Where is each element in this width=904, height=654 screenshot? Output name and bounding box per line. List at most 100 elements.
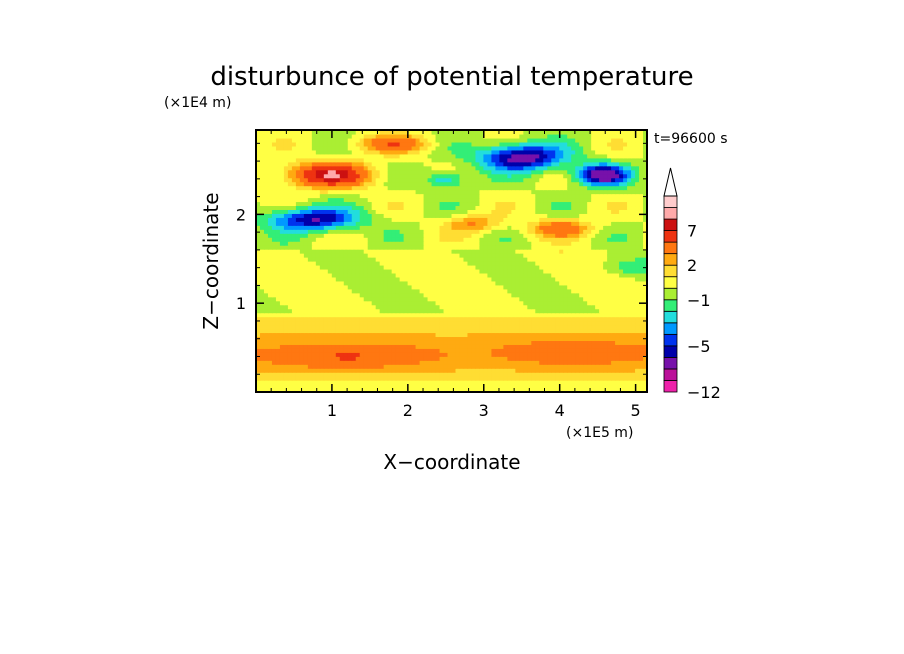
field-cell bbox=[411, 241, 417, 246]
field-cell bbox=[279, 261, 285, 266]
field-cell bbox=[459, 328, 465, 334]
field-cell bbox=[367, 356, 373, 361]
field-cell bbox=[579, 368, 584, 373]
field-cell bbox=[539, 384, 544, 389]
field-cell bbox=[315, 272, 321, 278]
field-cell bbox=[447, 288, 453, 294]
field-cell bbox=[307, 292, 313, 298]
field-cell bbox=[459, 324, 465, 330]
field-cell bbox=[387, 189, 393, 195]
field-cell bbox=[447, 332, 453, 338]
field-cell bbox=[303, 348, 309, 353]
field-cell bbox=[427, 193, 433, 199]
field-cell bbox=[355, 344, 361, 349]
field-cell bbox=[487, 356, 492, 361]
field-cell bbox=[639, 280, 644, 286]
field-cell bbox=[567, 296, 572, 302]
field-cell bbox=[587, 296, 592, 302]
field-cell bbox=[491, 332, 496, 338]
field-cell bbox=[587, 384, 592, 389]
field-cell bbox=[419, 257, 425, 262]
field-cell bbox=[575, 356, 580, 361]
field-cell bbox=[491, 292, 496, 298]
field-cell bbox=[563, 229, 568, 234]
field-cell bbox=[431, 384, 437, 389]
field-cell bbox=[491, 372, 496, 377]
field-cell bbox=[599, 189, 604, 195]
field-cell bbox=[319, 229, 325, 234]
field-cell bbox=[463, 272, 469, 278]
field-cell bbox=[535, 225, 540, 230]
field-cell bbox=[399, 288, 405, 294]
field-cell bbox=[355, 257, 361, 262]
field-cell bbox=[547, 201, 552, 207]
field-cell bbox=[335, 300, 341, 306]
field-cell bbox=[519, 356, 524, 361]
field-cell bbox=[403, 189, 409, 195]
field-cell bbox=[347, 296, 353, 302]
field-cell bbox=[519, 332, 524, 338]
field-cell bbox=[623, 264, 628, 270]
field-cell bbox=[291, 296, 297, 302]
field-cell bbox=[639, 380, 644, 385]
field-cell bbox=[599, 241, 604, 246]
field-cell bbox=[359, 308, 365, 314]
field-cell bbox=[587, 193, 592, 199]
field-cell bbox=[463, 344, 469, 349]
field-cell bbox=[287, 384, 293, 389]
field-cell bbox=[627, 352, 632, 357]
field-cell bbox=[487, 249, 492, 254]
field-cell bbox=[515, 221, 520, 226]
field-cell bbox=[403, 221, 409, 226]
field-cell bbox=[559, 280, 564, 286]
field-cell bbox=[535, 388, 540, 393]
field-cell bbox=[511, 197, 516, 203]
field-cell bbox=[256, 193, 261, 199]
field-cell bbox=[479, 340, 485, 345]
field-cell bbox=[351, 348, 357, 353]
field-cell bbox=[423, 332, 429, 338]
field-cell bbox=[571, 324, 576, 330]
field-cell bbox=[503, 352, 508, 357]
field-cell bbox=[327, 261, 333, 266]
field-cell bbox=[307, 268, 313, 274]
field-cell bbox=[443, 316, 449, 322]
field-cell bbox=[347, 233, 353, 238]
field-cell bbox=[607, 253, 612, 258]
field-cell bbox=[503, 304, 508, 310]
field-cell bbox=[503, 237, 508, 242]
field-cell bbox=[523, 272, 528, 278]
field-cell bbox=[447, 308, 453, 314]
field-cell bbox=[383, 356, 389, 361]
field-cell bbox=[371, 249, 377, 254]
field-cell bbox=[507, 368, 512, 373]
field-cell bbox=[583, 328, 588, 334]
field-cell bbox=[603, 368, 608, 373]
field-cell bbox=[439, 368, 445, 373]
field-cell bbox=[435, 340, 441, 345]
field-cell bbox=[547, 308, 552, 314]
field-cell bbox=[339, 312, 345, 318]
field-cell bbox=[483, 348, 489, 353]
field-cell bbox=[559, 316, 564, 322]
field-cell bbox=[511, 324, 516, 330]
field-cell bbox=[611, 217, 616, 222]
field-cell bbox=[315, 237, 321, 242]
field-cell bbox=[287, 292, 293, 298]
field-cell bbox=[431, 241, 437, 246]
field-cell bbox=[439, 364, 445, 369]
field-cell bbox=[399, 340, 405, 345]
field-cell bbox=[631, 253, 636, 258]
field-cell bbox=[395, 368, 401, 373]
field-cell bbox=[619, 352, 624, 357]
field-cell bbox=[319, 233, 325, 238]
field-cell bbox=[487, 384, 492, 389]
field-cell bbox=[259, 225, 265, 230]
field-cell bbox=[407, 304, 413, 310]
field-cell bbox=[627, 312, 632, 318]
field-cell bbox=[507, 268, 512, 274]
field-cell bbox=[575, 201, 580, 207]
field-cell bbox=[256, 272, 261, 278]
field-cell bbox=[483, 237, 489, 242]
field-cell bbox=[423, 189, 429, 195]
